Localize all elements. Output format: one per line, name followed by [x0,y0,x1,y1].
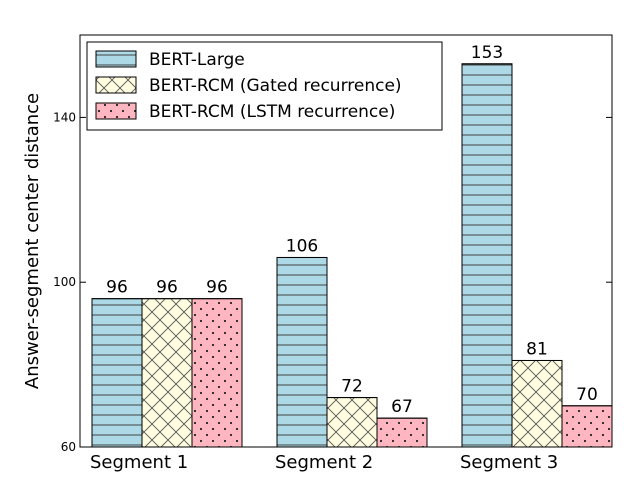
bar-hatch-3-1 [191,298,243,448]
legend: BERT-Large BERT-RCM (Gated recurrence) BER… [86,41,443,131]
y-axis-ticks: 60 100 140 [53,110,612,454]
bar-hatch-3-3 [561,405,613,448]
x-tick-label: Segment 1 [90,452,188,473]
data-label-1-3: 153 [471,43,503,63]
y-tick-label: 100 [53,275,76,289]
y-tick-label: 60 [61,440,76,454]
bars-group [91,63,613,448]
legend-label-3: BERT-RCM (LSTM recurrence) [149,102,395,122]
legend-swatch-hatch-3 [95,102,137,120]
legend-box [86,41,443,131]
data-label-3-2: 67 [391,397,413,417]
data-label-1-1: 96 [106,278,128,298]
x-axis-ticks: Segment 1 Segment 2 Segment 3 [90,452,558,473]
bar-hatch-1-3 [461,63,513,448]
legend-swatch-hatch-1 [95,50,137,68]
legend-swatch-hatch-2 [95,76,137,94]
legend-label-1: BERT-Large [149,50,245,70]
data-labels-group: 96 96 96 106 72 67 153 81 70 [106,43,598,417]
data-label-3-3: 70 [576,385,598,405]
bar-hatch-2-2 [326,397,378,448]
data-label-3-1: 96 [206,278,228,298]
bar-hatch-2-3 [511,359,563,448]
y-tick-label: 140 [53,110,76,124]
x-tick-label: Segment 3 [460,452,558,473]
data-label-1-2: 106 [286,236,318,256]
bar-hatch-1-2 [276,256,328,448]
data-label-2-2: 72 [341,377,363,397]
plot-frame [79,34,613,448]
bar-hatch-3-2 [376,417,428,448]
data-label-2-1: 96 [156,278,178,298]
x-tick-label: Segment 2 [275,452,373,473]
data-label-2-3: 81 [526,339,548,359]
bar-hatch-2-1 [141,298,193,448]
legend-label-2: BERT-RCM (Gated recurrence) [149,76,402,96]
bar-hatch-1-1 [91,298,143,448]
y-axis-label: Answer-segment center distance [22,93,43,389]
